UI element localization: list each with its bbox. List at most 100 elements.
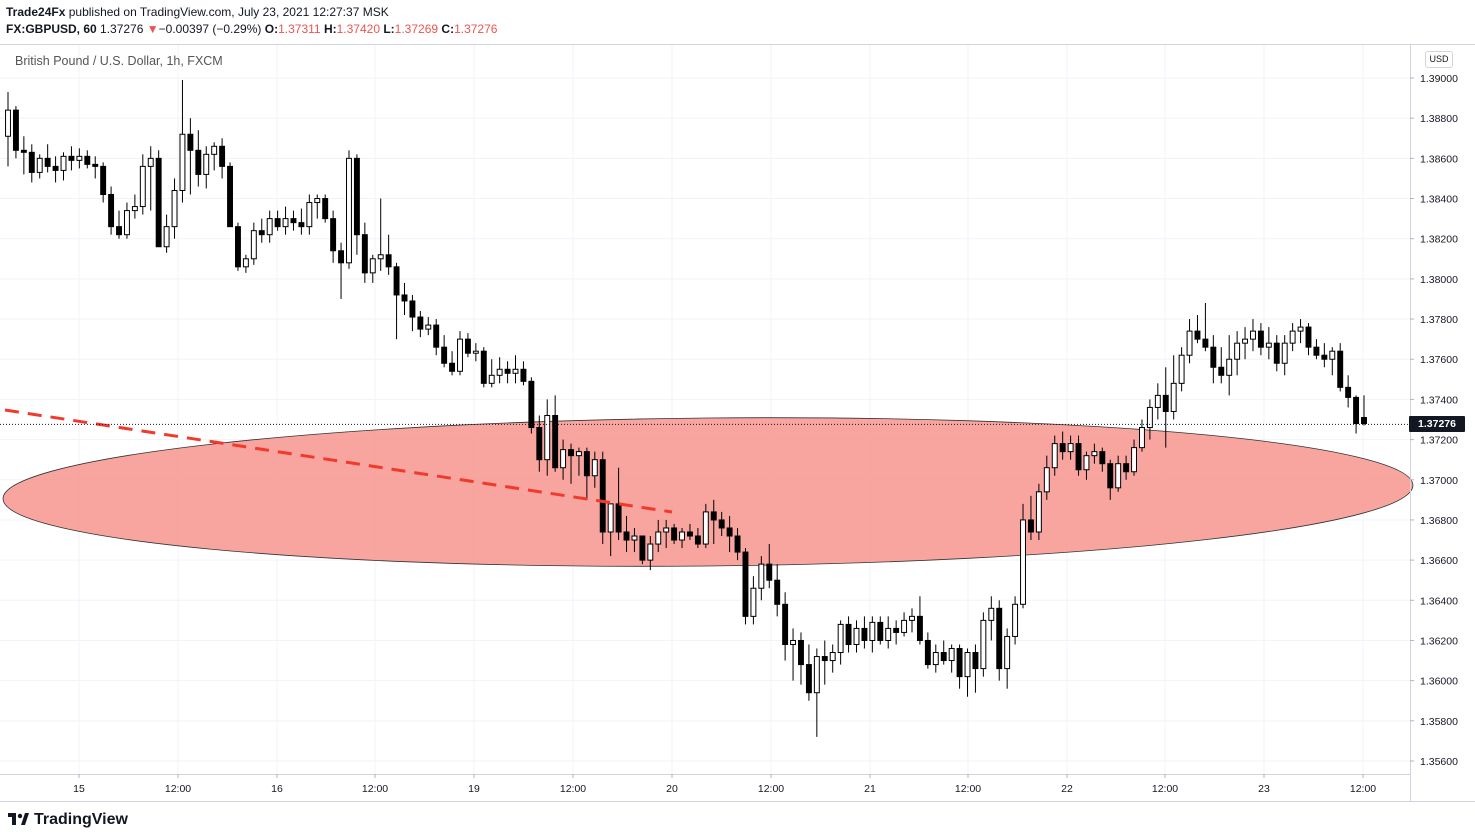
candle-body-down: [298, 222, 305, 228]
candle-body-down: [1218, 366, 1225, 376]
candle: [599, 451, 606, 545]
candle: [544, 399, 551, 476]
candle-body-up: [250, 230, 257, 260]
candle-body-up: [932, 652, 939, 666]
candle-body-up: [544, 414, 551, 461]
candle: [924, 632, 931, 669]
candle: [338, 242, 345, 299]
highlight-ellipse-zone[interactable]: [2, 411, 1414, 573]
candle-body-up: [1242, 338, 1249, 344]
candle: [1075, 435, 1082, 476]
candle: [68, 146, 75, 171]
candle-body-up: [1297, 326, 1304, 332]
candle: [433, 319, 440, 356]
candle-body-down: [599, 459, 606, 533]
candle-body-up: [901, 619, 908, 633]
candle-body-down: [464, 338, 471, 354]
candle: [361, 222, 368, 283]
candle-body-up: [1289, 330, 1296, 344]
candle-body-up: [369, 258, 376, 274]
price-tick-label: 1.37200: [1420, 435, 1458, 447]
candle-body-up: [1186, 330, 1193, 356]
candle: [1218, 347, 1225, 384]
candle: [996, 600, 1003, 681]
candle: [893, 620, 900, 645]
candle-body-up: [1178, 354, 1185, 384]
candle-body-up: [1146, 406, 1153, 429]
candle: [298, 208, 305, 235]
candle-body-down: [1305, 326, 1312, 348]
time-axis[interactable]: 15 12:00 16 12:00 19 12:00 20 12:00 21 12:00 22 12:…: [73, 774, 1376, 795]
candle-body-up: [885, 627, 892, 641]
price-axis[interactable]: 1.39000 1.38800 1.38600 1.38400 1.38200 1.380…: [1410, 73, 1458, 768]
candle: [750, 576, 757, 625]
open-label: O:: [264, 22, 279, 36]
candle: [369, 254, 376, 283]
tradingview-brand[interactable]: TradingView: [8, 811, 128, 829]
candle: [1123, 455, 1130, 480]
candles: [5, 80, 1367, 737]
candle-body-down: [353, 157, 360, 236]
candle-body-down: [536, 427, 543, 461]
candle-body-down: [44, 157, 51, 167]
candle: [393, 262, 400, 340]
candle: [774, 564, 781, 617]
candle: [314, 194, 321, 219]
currency-label[interactable]: USD: [1425, 51, 1453, 68]
candle-body-down: [385, 254, 392, 268]
candle-body-down: [1273, 342, 1280, 364]
candle-body-up: [425, 324, 432, 330]
candle-body-up: [1051, 443, 1058, 469]
candle: [607, 503, 614, 557]
candle-body-up: [314, 198, 321, 204]
candle-body-down: [322, 198, 329, 220]
candle: [1321, 343, 1328, 368]
candle-body-up: [837, 623, 844, 654]
candle-body-up: [131, 206, 138, 212]
candle: [1107, 459, 1114, 500]
candle-body-down: [227, 165, 233, 228]
candle-body-down: [1321, 354, 1328, 360]
publisher-name: Trade24Fx: [6, 5, 66, 19]
candle-body-down: [940, 652, 947, 662]
candle-body-down: [1162, 394, 1169, 412]
candle: [520, 361, 527, 386]
candle: [805, 644, 812, 701]
candle-body-up: [964, 652, 971, 678]
candle: [869, 616, 876, 653]
candle-body-down: [845, 623, 852, 645]
candle: [853, 620, 860, 653]
candle: [417, 311, 424, 338]
trend-line[interactable]: [4, 408, 673, 514]
candle: [1202, 302, 1209, 352]
time-tick-label: 16: [271, 783, 283, 795]
candle-body-up: [575, 451, 582, 457]
candle-body-up: [631, 535, 638, 541]
candle: [409, 294, 416, 332]
candle-body-down: [528, 380, 535, 429]
candle: [1242, 327, 1249, 360]
candle: [195, 130, 202, 187]
candle: [1226, 335, 1233, 396]
candle: [266, 210, 273, 243]
time-tick-label: 23: [1258, 783, 1270, 795]
candle: [1154, 383, 1161, 420]
candle: [552, 395, 559, 472]
candle: [964, 648, 971, 697]
candle: [100, 162, 107, 203]
candle-body-up: [60, 155, 67, 171]
candle: [1020, 503, 1026, 609]
time-tick-label: 12:00: [1152, 783, 1178, 795]
candle-body-down: [552, 414, 559, 469]
candle: [330, 210, 337, 263]
candle: [528, 377, 535, 434]
candle: [258, 218, 265, 243]
candle: [219, 138, 226, 179]
candle-body-up: [869, 621, 876, 641]
change-arrow-icon: ▼: [146, 22, 159, 36]
candle: [1337, 343, 1344, 392]
candle: [536, 415, 543, 472]
candle: [480, 347, 487, 388]
candle-body-up: [679, 531, 685, 541]
